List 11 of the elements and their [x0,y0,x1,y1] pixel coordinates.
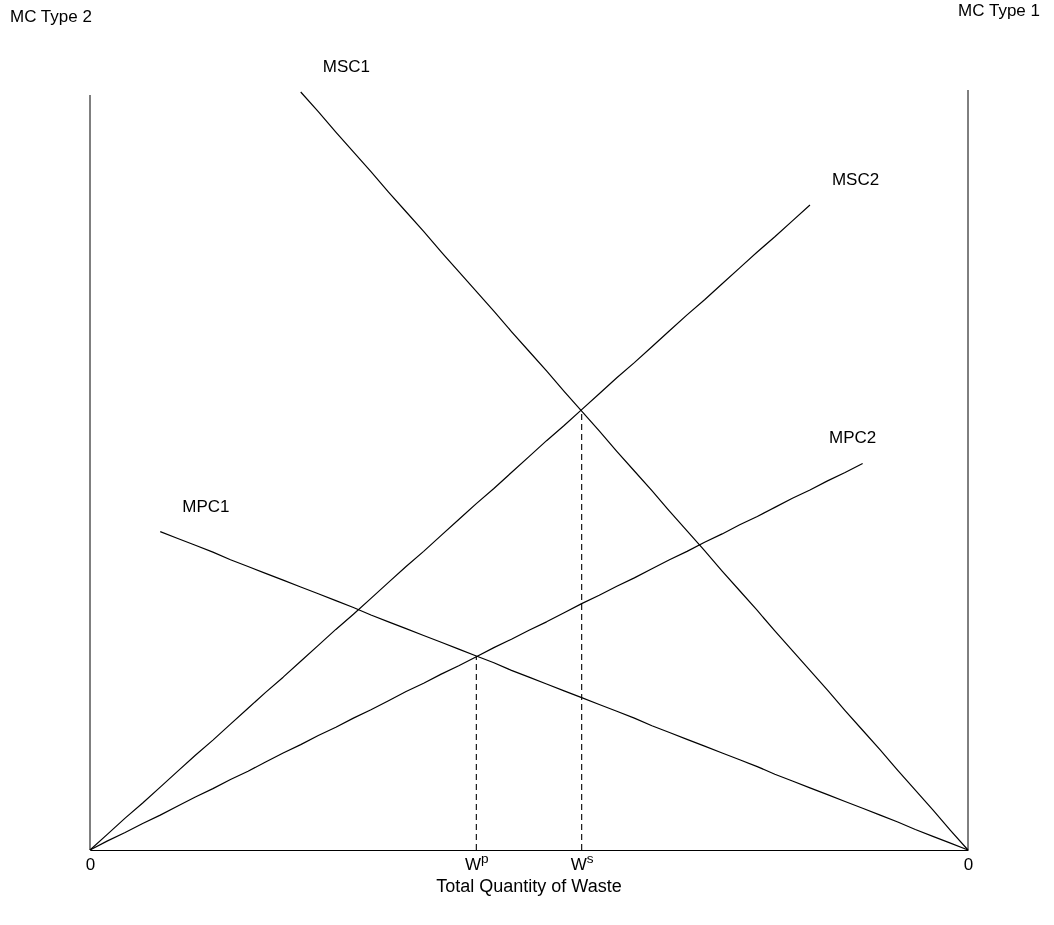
series-label: MPC2 [829,428,877,448]
x-tick-label: 0 [85,855,96,875]
x-tick-label: W$^{p}$ [465,850,489,875]
y-axis-title: MC Type 2 [10,7,92,26]
x-tick-label: 0 [963,855,974,875]
x-tick-label: W$^{s}$ [570,850,594,875]
series-label: MSC2 [831,169,880,189]
series-label: MPC1 [182,496,230,516]
x-axis-title: Total Quantity of Waste [436,876,622,896]
series-label: MSC1 [322,57,370,76]
y2-axis-title: MC Type 1 [958,1,1040,20]
